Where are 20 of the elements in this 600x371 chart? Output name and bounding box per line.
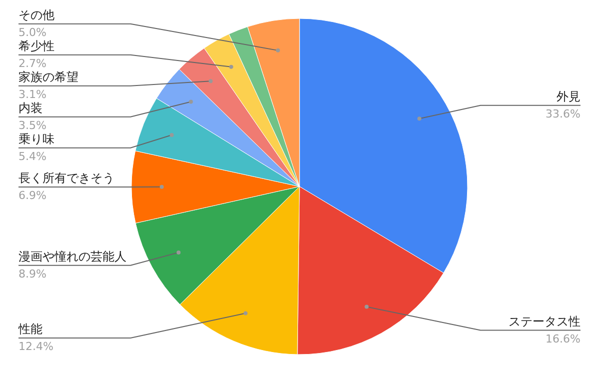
slice-label: 長く所有できそう	[18, 171, 114, 186]
slice-label: 外見	[556, 89, 580, 104]
data-label: 16.6%	[546, 332, 581, 346]
slice-label: 性能	[18, 322, 42, 336]
data-label: 5.4%	[18, 150, 46, 163]
data-label: 12.4%	[18, 340, 54, 354]
slice-label: 乗り味	[18, 132, 54, 146]
data-label: 3.5%	[18, 118, 46, 132]
slice-label: 内装	[18, 100, 42, 115]
data-label: 3.1%	[18, 88, 46, 101]
data-label: 5.0%	[18, 26, 46, 39]
data-label: 33.6%	[546, 107, 581, 120]
slice-label: ステータス性	[508, 314, 580, 328]
slice-label: 漫画や憧れの芸能人	[18, 249, 126, 264]
data-label: 8.9%	[18, 267, 46, 280]
data-label: 6.9%	[18, 189, 46, 202]
data-label: 2.7%	[18, 56, 46, 70]
slice-label: 希少性	[18, 38, 54, 53]
slice-label: その他	[18, 8, 54, 22]
slice-label: 家族の希望	[18, 70, 78, 84]
